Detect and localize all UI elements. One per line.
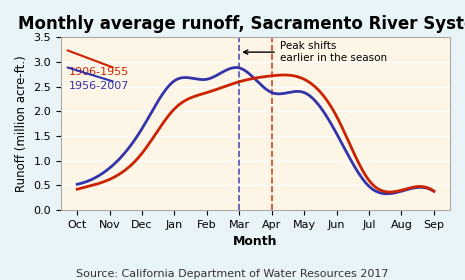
Text: Source: California Department of Water Resources 2017: Source: California Department of Water R… bbox=[76, 269, 389, 279]
Title: Monthly average runoff, Sacramento River System: Monthly average runoff, Sacramento River… bbox=[18, 15, 465, 33]
Text: 1906-1955: 1906-1955 bbox=[69, 67, 129, 77]
X-axis label: Month: Month bbox=[233, 235, 278, 248]
Y-axis label: Runoff (million acre-ft.): Runoff (million acre-ft.) bbox=[15, 55, 28, 192]
Text: Peak shifts
earlier in the season: Peak shifts earlier in the season bbox=[244, 41, 387, 63]
Text: 1956-2007: 1956-2007 bbox=[69, 81, 129, 91]
